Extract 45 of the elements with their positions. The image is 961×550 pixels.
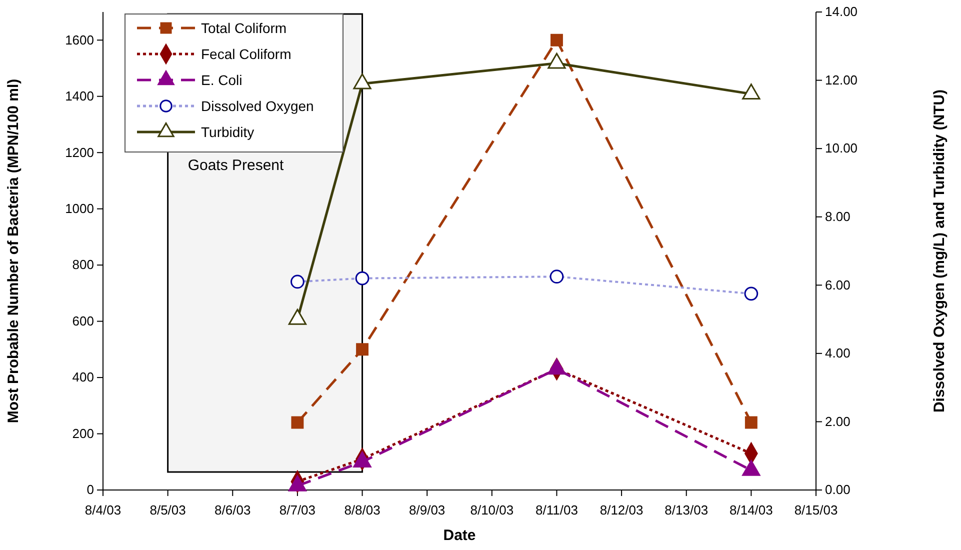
y-axis-title: Most Probable Number of Bacteria (MPN/100 ml) — [5, 78, 22, 424]
x-axis-title: Date — [443, 527, 476, 544]
point — [548, 52, 566, 69]
y2-tick-label: 8.00 — [825, 209, 850, 224]
point — [353, 73, 372, 90]
x-tick-label: 8/4/03 — [84, 502, 122, 518]
y-tick-label: 1200 — [65, 144, 94, 160]
y2-tick-label: 6.00 — [825, 277, 850, 292]
legend-label: Dissolved Oxygen — [201, 98, 314, 114]
y-tick-label: 400 — [72, 370, 94, 385]
y-tick-label: 200 — [72, 426, 94, 441]
point — [742, 84, 760, 100]
y2-axis-title: Dissolved Oxygen (mg/L) and Turbidity (NTU) — [931, 89, 948, 413]
legend-label: Fecal Coliform — [201, 46, 292, 62]
band-label: Goats Present — [188, 157, 285, 174]
point — [550, 34, 563, 46]
x-tick-label: 8/5/03 — [150, 502, 186, 518]
x-tick-label: 8/10/03 — [470, 502, 514, 518]
legend-label: E. Coli — [201, 72, 242, 88]
point — [744, 416, 758, 429]
x-tick-label: 8/11/03 — [536, 502, 578, 518]
point — [291, 416, 304, 429]
x-tick-label: 8/6/03 — [214, 502, 251, 518]
y2-tick-label: 10.00 — [825, 140, 858, 156]
y-tick-label: 1000 — [65, 200, 94, 216]
y-tick-label: 1600 — [65, 32, 94, 48]
y-tick-label: 1400 — [65, 88, 94, 104]
x-tick-label: 8/8/03 — [344, 502, 380, 518]
y-tick-label: 800 — [72, 257, 94, 272]
y2-tick-label: 14.00 — [825, 4, 858, 20]
legend-label: Turbidity — [201, 124, 254, 140]
x-tick-label: 8/14/03 — [729, 502, 773, 518]
y2-tick-label: 4.00 — [825, 346, 850, 361]
y-tick-label: 0 — [86, 482, 94, 498]
x-tick-label: 8/9/03 — [409, 502, 446, 518]
legend-label: Total Coliform — [201, 20, 287, 36]
x-tick-label: 8/13/03 — [664, 502, 708, 518]
y2-tick-label: 2.00 — [825, 414, 850, 429]
y2-tick-label: 0.00 — [825, 482, 850, 498]
point — [356, 343, 368, 356]
x-tick-label: 8/7/03 — [279, 502, 316, 518]
y-tick-label: 600 — [72, 313, 94, 328]
x-tick-label: 8/12/03 — [600, 502, 644, 518]
y2-tick-label: 12.00 — [825, 72, 858, 88]
x-tick-label: 8/15/03 — [794, 502, 838, 518]
